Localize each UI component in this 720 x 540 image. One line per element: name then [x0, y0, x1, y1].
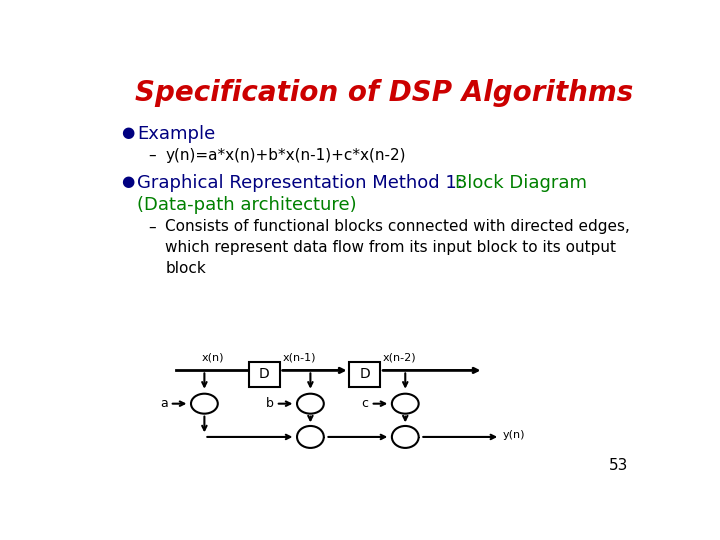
Text: Consists of functional blocks connected with directed edges,: Consists of functional blocks connected … [166, 219, 630, 234]
Ellipse shape [392, 426, 418, 448]
Text: –: – [148, 219, 156, 234]
Text: D: D [359, 367, 370, 381]
Text: x(n-2): x(n-2) [383, 353, 417, 363]
Circle shape [297, 394, 324, 414]
Text: x(n): x(n) [202, 353, 224, 363]
Text: block: block [166, 261, 206, 276]
Bar [349, 362, 380, 387]
Text: –: – [148, 148, 156, 163]
Text: Block Diagram: Block Diagram [456, 174, 588, 192]
Text: ●: ● [121, 174, 134, 189]
Text: Example: Example [138, 125, 216, 143]
Circle shape [191, 394, 217, 414]
Text: Specification of DSP Algorithms: Specification of DSP Algorithms [135, 79, 633, 107]
Text: D: D [259, 367, 270, 381]
Ellipse shape [297, 426, 324, 448]
Text: which represent data flow from its input block to its output: which represent data flow from its input… [166, 240, 616, 255]
Text: b: b [266, 397, 274, 410]
Text: x(n-1): x(n-1) [282, 353, 316, 363]
Text: a: a [160, 397, 168, 410]
Text: Graphical Representation Method 1:: Graphical Representation Method 1: [138, 174, 469, 192]
Text: ●: ● [121, 125, 134, 140]
Text: c: c [361, 397, 369, 410]
Text: y(n)=a*x(n)+b*x(n-1)+c*x(n-2): y(n)=a*x(n)+b*x(n-1)+c*x(n-2) [166, 148, 406, 163]
Text: (Data-path architecture): (Data-path architecture) [138, 196, 357, 214]
Text: 53: 53 [609, 458, 629, 473]
Circle shape [392, 394, 418, 414]
Bar [249, 362, 280, 387]
Text: y(n): y(n) [503, 430, 526, 440]
